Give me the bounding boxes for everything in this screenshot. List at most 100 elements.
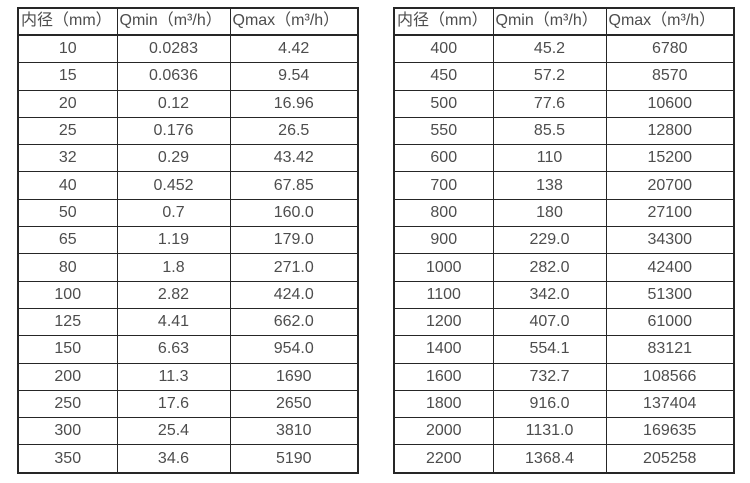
- cell: 2.82: [116, 280, 231, 309]
- cell: 137404: [605, 389, 735, 419]
- cell: 600: [393, 144, 494, 173]
- cell: 4.41: [116, 307, 231, 337]
- table-row: 1200 407.0 61000: [393, 307, 735, 337]
- table-row: 20 0.12 16.96: [17, 89, 359, 118]
- cell: 550: [393, 116, 494, 146]
- table-row: 600 110 15200: [393, 144, 735, 173]
- cell: 67.85: [229, 171, 359, 200]
- table-row: 80 1.8 271.0: [17, 253, 359, 282]
- table-row: 800 180 27100: [393, 198, 735, 228]
- cell: 43.42: [229, 144, 359, 173]
- cell: 1800: [393, 389, 494, 419]
- cell: 150: [17, 335, 118, 364]
- cell: 26.5: [229, 116, 359, 146]
- cell: 16.96: [229, 89, 359, 118]
- cell: 0.29: [116, 144, 231, 173]
- cell: 342.0: [492, 280, 607, 309]
- cell: 407.0: [492, 307, 607, 337]
- cell: 40: [17, 171, 118, 200]
- column-header: 内径（mm）: [17, 7, 118, 36]
- cell: 108566: [605, 362, 735, 391]
- table-row: 1800 916.0 137404: [393, 389, 735, 419]
- cell: 2000: [393, 417, 494, 446]
- table-row: 500 77.6 10600: [393, 89, 735, 118]
- cell: 0.12: [116, 89, 231, 118]
- cell: 61000: [605, 307, 735, 337]
- table-row: 450 57.2 8570: [393, 62, 735, 91]
- table-row: 10 0.0283 4.42: [17, 34, 359, 64]
- table-row: 1400 554.1 83121: [393, 335, 735, 364]
- cell: 3810: [229, 417, 359, 446]
- table-row: 300 25.4 3810: [17, 417, 359, 446]
- cell: 8570: [605, 62, 735, 91]
- cell: 1.8: [116, 253, 231, 282]
- cell: 32: [17, 144, 118, 173]
- cell: 0.7: [116, 198, 231, 228]
- cell: 65: [17, 226, 118, 255]
- cell: 0.0636: [116, 62, 231, 91]
- table-row: 125 4.41 662.0: [17, 307, 359, 337]
- cell: 57.2: [492, 62, 607, 91]
- cell: 169635: [605, 417, 735, 446]
- cell: 0.176: [116, 116, 231, 146]
- cell: 350: [17, 444, 118, 474]
- cell: 125: [17, 307, 118, 337]
- table-row: 200 11.3 1690: [17, 362, 359, 391]
- table-row: 2200 1368.4 205258: [393, 444, 735, 474]
- cell: 160.0: [229, 198, 359, 228]
- table-header: 内径（mm） Qmin（m³/h） Qmax（m³/h）: [17, 7, 359, 36]
- cell: 45.2: [492, 34, 607, 64]
- cell: 424.0: [229, 280, 359, 309]
- table-row: 150 6.63 954.0: [17, 335, 359, 364]
- cell: 9.54: [229, 62, 359, 91]
- cell: 27100: [605, 198, 735, 228]
- cell: 916.0: [492, 389, 607, 419]
- cell: 271.0: [229, 253, 359, 282]
- table-row: 32 0.29 43.42: [17, 144, 359, 173]
- table-row: 350 34.6 5190: [17, 444, 359, 474]
- cell: 700: [393, 171, 494, 200]
- table-row: 2000 1131.0 169635: [393, 417, 735, 446]
- cell: 554.1: [492, 335, 607, 364]
- cell: 83121: [605, 335, 735, 364]
- cell: 20: [17, 89, 118, 118]
- cell: 1.19: [116, 226, 231, 255]
- cell: 1690: [229, 362, 359, 391]
- cell: 10: [17, 34, 118, 64]
- cell: 2650: [229, 389, 359, 419]
- cell: 200: [17, 362, 118, 391]
- header-row: 内径（mm） Qmin（m³/h） Qmax（m³/h）: [393, 7, 735, 36]
- table-header: 内径（mm） Qmin（m³/h） Qmax（m³/h）: [393, 7, 735, 36]
- column-header: 内径（mm）: [393, 7, 494, 36]
- cell: 0.452: [116, 171, 231, 200]
- table-row: 25 0.176 26.5: [17, 116, 359, 146]
- cell: 4.42: [229, 34, 359, 64]
- cell: 1200: [393, 307, 494, 337]
- cell: 1000: [393, 253, 494, 282]
- cell: 6780: [605, 34, 735, 64]
- cell: 229.0: [492, 226, 607, 255]
- table-body: 400 45.2 6780 450 57.2 8570 500 77.6 10600 550 85.…: [393, 34, 735, 474]
- cell: 205258: [605, 444, 735, 474]
- table-row: 900 229.0 34300: [393, 226, 735, 255]
- cell: 77.6: [492, 89, 607, 118]
- cell: 85.5: [492, 116, 607, 146]
- cell: 34300: [605, 226, 735, 255]
- cell: 732.7: [492, 362, 607, 391]
- cell: 10600: [605, 89, 735, 118]
- cell: 1368.4: [492, 444, 607, 474]
- table-row: 700 138 20700: [393, 171, 735, 200]
- table-row: 40 0.452 67.85: [17, 171, 359, 200]
- flow-rate-table-large-diameters: 内径（mm） Qmin（m³/h） Qmax（m³/h） 400 45.2 6780 45…: [393, 7, 735, 474]
- cell: 80: [17, 253, 118, 282]
- cell: 250: [17, 389, 118, 419]
- cell: 25: [17, 116, 118, 146]
- flow-rate-tables-container: 内径（mm） Qmin（m³/h） Qmax（m³/h） 10 0.0283 4.42 1…: [17, 7, 735, 474]
- table-row: 550 85.5 12800: [393, 116, 735, 146]
- cell: 300: [17, 417, 118, 446]
- cell: 1100: [393, 280, 494, 309]
- cell: 179.0: [229, 226, 359, 255]
- column-header: Qmin（m³/h）: [492, 7, 607, 36]
- cell: 11.3: [116, 362, 231, 391]
